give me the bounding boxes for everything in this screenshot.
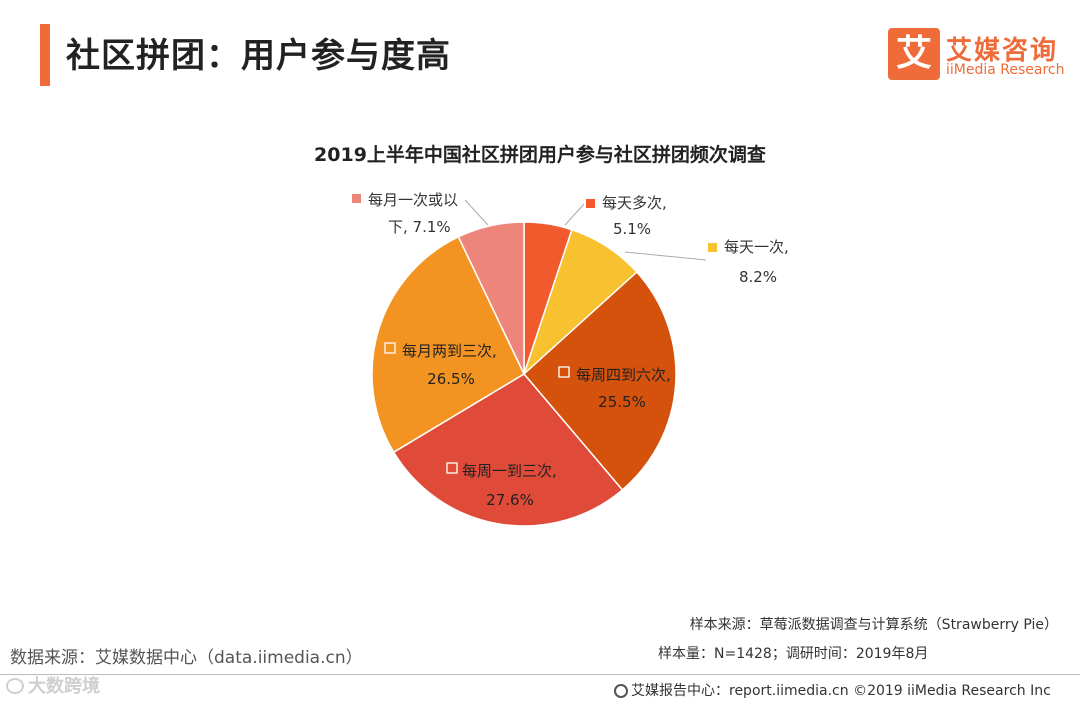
logo-mark-icon: 艾	[888, 28, 940, 80]
data-source: 数据来源：艾媒数据中心（data.iimedia.cn）	[10, 648, 363, 668]
watermark: 大数跨境	[6, 672, 100, 698]
pie-slice	[522, 270, 677, 491]
footer-text: 艾媒报告中心：report.iimedia.cn ©2019 iiMedia R…	[631, 683, 1051, 699]
iimedia-logo: 艾 艾媒咨询 iiMedia Research	[888, 28, 1068, 84]
slice-label: 每月一次或以	[368, 191, 458, 209]
sample-info: 样本量：N=1428；调研时间：2019年8月	[658, 646, 929, 662]
footer-divider	[0, 674, 1080, 675]
title-accent-bar	[40, 24, 50, 86]
page-title: 社区拼团：用户参与度高	[66, 36, 451, 76]
watermark-text: 大数跨境	[28, 676, 100, 697]
legend-square	[708, 243, 717, 252]
pie-slice	[371, 235, 525, 454]
label-marker	[558, 366, 570, 378]
pie-slice	[392, 373, 624, 527]
slice-value-label: 25.5%	[598, 393, 646, 411]
slice-label: 每月两到三次,	[402, 342, 497, 360]
legend-square	[586, 199, 595, 208]
slice-value-label: 8.2%	[739, 268, 777, 286]
logo-english-name: iiMedia Research	[946, 62, 1065, 78]
pie-slice	[457, 221, 525, 375]
leader-line	[624, 251, 707, 261]
leader-line	[464, 199, 489, 226]
leader-line	[564, 203, 585, 226]
chart-title: 2019上半年中国社区拼团用户参与社区拼团频次调查	[314, 144, 766, 166]
slice-value-label: 26.5%	[427, 370, 475, 388]
wechat-icon	[6, 678, 24, 694]
slice-label: 每周一到三次,	[462, 462, 557, 480]
sample-source: 样本来源：草莓派数据调查与计算系统（Strawberry Pie）	[689, 617, 1058, 633]
slice-value-label: 5.1%	[613, 220, 651, 238]
logo-chinese-name: 艾媒咨询	[946, 36, 1059, 66]
slice-label: 每周四到六次,	[576, 366, 671, 384]
slice-value-label: 下, 7.1%	[388, 218, 451, 236]
slice-label: 每天一次,	[724, 238, 789, 256]
legend-square	[352, 194, 361, 203]
footer-report-center: 艾媒报告中心：report.iimedia.cn ©2019 iiMedia R…	[614, 680, 1051, 700]
globe-icon	[614, 684, 628, 698]
label-marker	[446, 462, 458, 474]
slice-label: 每天多次,	[602, 194, 667, 212]
label-marker	[384, 342, 396, 354]
slice-value-label: 27.6%	[486, 491, 534, 509]
